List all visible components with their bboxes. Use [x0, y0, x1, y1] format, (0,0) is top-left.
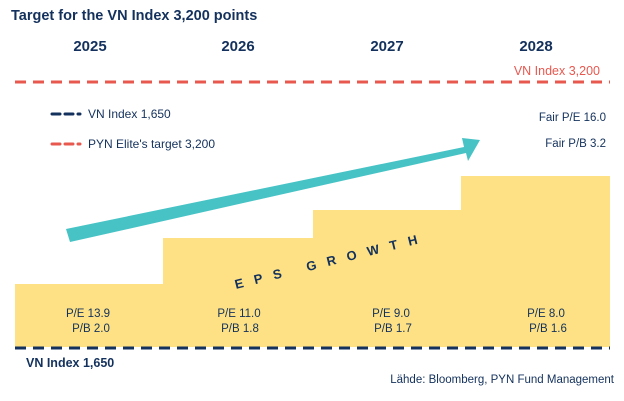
pb-2027: P/B 1.7 — [374, 323, 412, 335]
eps-staircase — [15, 176, 610, 347]
year-label: 2025 — [73, 38, 107, 55]
pb-2028: P/B 1.6 — [529, 323, 567, 335]
chart-title: Target for the VN Index 3,200 points — [11, 8, 258, 24]
pb-2026: P/B 1.8 — [221, 323, 259, 335]
source-note: Lähde: Bloomberg, PYN Fund Management — [390, 374, 614, 386]
pe-2025: P/E 13.9 — [65, 308, 111, 320]
fair-pe: Fair P/E 16.0 — [538, 112, 606, 124]
pe-2028: P/E 8.0 — [527, 308, 565, 320]
target-line-label: VN Index 3,200 — [513, 64, 600, 78]
year-label: 2026 — [221, 38, 255, 55]
base-line-label: VN Index 1,650 — [26, 356, 115, 370]
year-label: 2027 — [370, 38, 404, 55]
year-label: 2028 — [519, 38, 553, 55]
pe-2027: P/E 9.0 — [372, 308, 410, 320]
pb-2025: P/B 2.0 — [72, 323, 110, 335]
pe-2026: P/E 11.0 — [217, 308, 261, 320]
growth-arrow — [66, 138, 480, 242]
legend-item-vn-index: VN Index 1,650 — [88, 107, 171, 121]
fair-pb: Fair P/B 3.2 — [545, 138, 606, 150]
legend-item-target: PYN Elite's target 3,200 — [88, 137, 216, 151]
